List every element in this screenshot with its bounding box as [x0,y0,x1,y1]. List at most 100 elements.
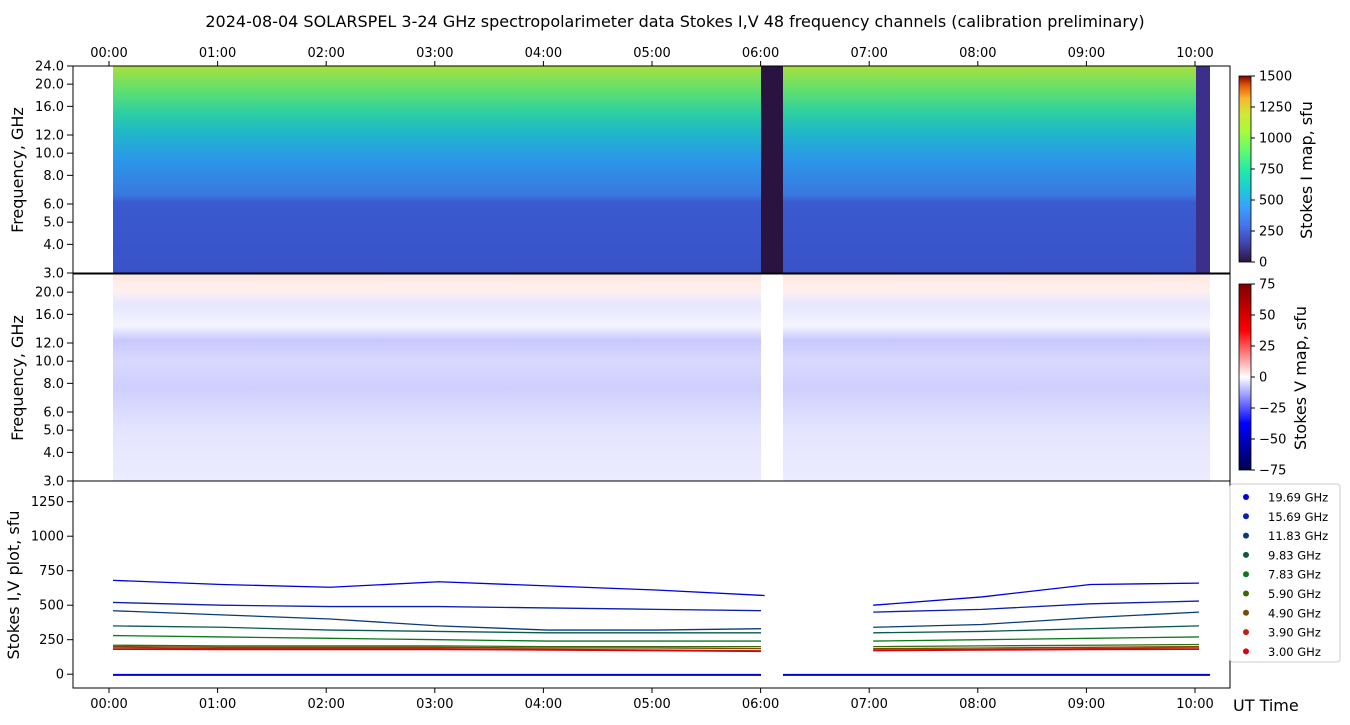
series-line [112,644,765,648]
bottom-tick-label: 05:00 [633,697,670,712]
legend-marker [1243,551,1249,558]
freq-tick-label: 16.0 [35,100,64,115]
legend: 19.69 GHz 15.69 GHz 11.83 GHz 9.83 GHz 7.83 … [1229,483,1341,663]
bottom-tick-label: 09:00 [1068,697,1105,712]
freq-tick-label: 5.0 [43,216,64,231]
series-line [873,636,1200,642]
stokes-i-colorbar [1238,75,1252,263]
legend-marker [1243,532,1249,539]
top-tick-label: 03:00 [416,46,453,61]
legend-marker [1243,494,1249,500]
bottom-tick-label: 00:00 [90,697,127,712]
legend-marker [1243,590,1249,597]
series-line [873,611,1200,628]
freq-tick-label: 20.0 [35,286,64,301]
plot-data-gap [761,596,783,680]
stokes-v-ylabel: Frequency, GHz [8,315,27,441]
freq-tick-label: 4.0 [43,446,64,461]
colorbar-tick-label: 0 [1259,256,1267,271]
stokes-v-map [113,274,1210,481]
colorbar-tick-label: 1250 [1259,101,1292,116]
legend-label: 9.83 GHz [1268,548,1321,562]
top-tick-label: 04:00 [525,46,562,61]
plot-ylabel: Stokes I,V plot, sfu [4,511,23,660]
legend-label: 15.69 GHz [1268,510,1328,524]
colorbar-tick-label: 25 [1259,340,1276,355]
legend-marker [1243,513,1249,520]
freq-tick-label: 6.0 [43,406,64,421]
freq-tick-label: 8.0 [43,169,64,184]
top-tick-label: 08:00 [959,46,996,61]
freq-tick-label: 3.0 [43,475,64,490]
bottom-time-axis: 00:00 01:00 02:00 03:00 04:00 05:00 06:00 07:00… [90,688,1214,712]
stokes-v-colorbar [1238,283,1252,471]
bottom-tick-label: 04:00 [525,697,562,712]
legend-items: 19.69 GHz 15.69 GHz 11.83 GHz 9.83 GHz 7.83 … [1243,491,1328,659]
series-line [112,579,765,597]
x-axis-label: UT Time [1233,696,1299,715]
figure-title: 2024-08-04 SOLARSPEL 3-24 GHz spectropol… [205,12,1144,31]
freq-tick-label: 6.0 [43,198,64,213]
top-tick-label: 01:00 [199,46,236,61]
freq-tick-label: 10.0 [35,355,64,370]
legend-marker [1243,571,1249,578]
freq-tick-label: 12.0 [35,129,64,144]
legend-marker [1243,609,1249,616]
top-tick-label: 09:00 [1068,46,1105,61]
stokes-i-colorbar-label: Stokes I map, sfu [1297,101,1316,239]
stokes-i-map [113,66,1210,273]
series-line [873,648,1200,652]
top-tick-label: 06:00 [742,46,779,61]
series-line [873,647,1200,651]
colorbar-tick-label: −50 [1259,433,1286,448]
colorbar-tick-label: 0 [1259,371,1267,386]
colorbar-tick-label: 75 [1259,278,1276,293]
legend-label: 4.90 GHz [1268,606,1321,620]
colorbar-tick-label: 1000 [1259,132,1292,147]
top-tick-label: 10:00 [1176,46,1213,61]
plot-tick-label: 0 [56,668,64,683]
freq-tick-label: 3.0 [43,267,64,282]
top-time-axis: 00:00 01:00 02:00 03:00 04:00 05:00 06:00 07:00… [90,46,1214,66]
top-tick-label: 05:00 [633,46,670,61]
stokes-i-end-strip [1196,66,1210,273]
stokes-v-colorbar-label: Stokes V map, sfu [1291,306,1310,450]
stokes-i-panel: 24.0 20.0 16.0 12.0 10.0 8.0 6.0 5.0 4.0 3.0 Freq… [8,60,1316,282]
legend-label: 3.90 GHz [1268,626,1321,640]
series-line [873,600,1200,613]
legend-label: 11.83 GHz [1268,529,1328,543]
plot-tick-label: 500 [39,599,64,614]
legend-label: 19.69 GHz [1268,491,1328,505]
legend-label: 5.90 GHz [1268,587,1321,601]
plot-tick-label: 250 [39,633,64,648]
stokes-i-colorbar-ticks: 1500 1250 1000 750 500 250 0 [1251,70,1292,271]
colorbar-tick-label: 750 [1259,163,1284,178]
legend-marker [1243,648,1249,655]
plot-y-axis: 1250 1000 750 500 250 0 [31,495,73,683]
bottom-tick-label: 07:00 [850,697,887,712]
top-tick-label: 00:00 [90,46,127,61]
legend-marker [1243,629,1249,636]
plot-tick-label: 1000 [31,530,64,545]
series-line [112,647,765,652]
colorbar-tick-label: 1500 [1259,70,1292,85]
colorbar-tick-label: 50 [1259,309,1276,324]
series-line [112,625,765,634]
plot-series [112,579,1210,680]
series-line [112,645,765,650]
freq-tick-label: 12.0 [35,337,64,352]
stokes-v-panel: 20.0 16.0 12.0 10.0 8.0 6.0 5.0 4.0 3.0 Frequenc… [8,273,1310,490]
series-line [112,648,765,653]
freq-tick-label: 20.0 [35,78,64,93]
freq-tick-label: 16.0 [35,308,64,323]
freq-tick-label: 10.0 [35,147,64,162]
plot-tick-label: 1250 [31,495,64,510]
series-line [112,610,765,631]
legend-label: 3.00 GHz [1268,645,1321,659]
stokes-v-y-axis: 20.0 16.0 12.0 10.0 8.0 6.0 5.0 4.0 3.0 [35,286,73,490]
bottom-tick-label: 02:00 [307,697,344,712]
stokes-i-ylabel: Frequency, GHz [8,107,27,233]
stokes-v-colorbar-ticks: 75 50 25 0 −25 −50 −75 [1251,278,1286,479]
freq-tick-label: 5.0 [43,424,64,439]
